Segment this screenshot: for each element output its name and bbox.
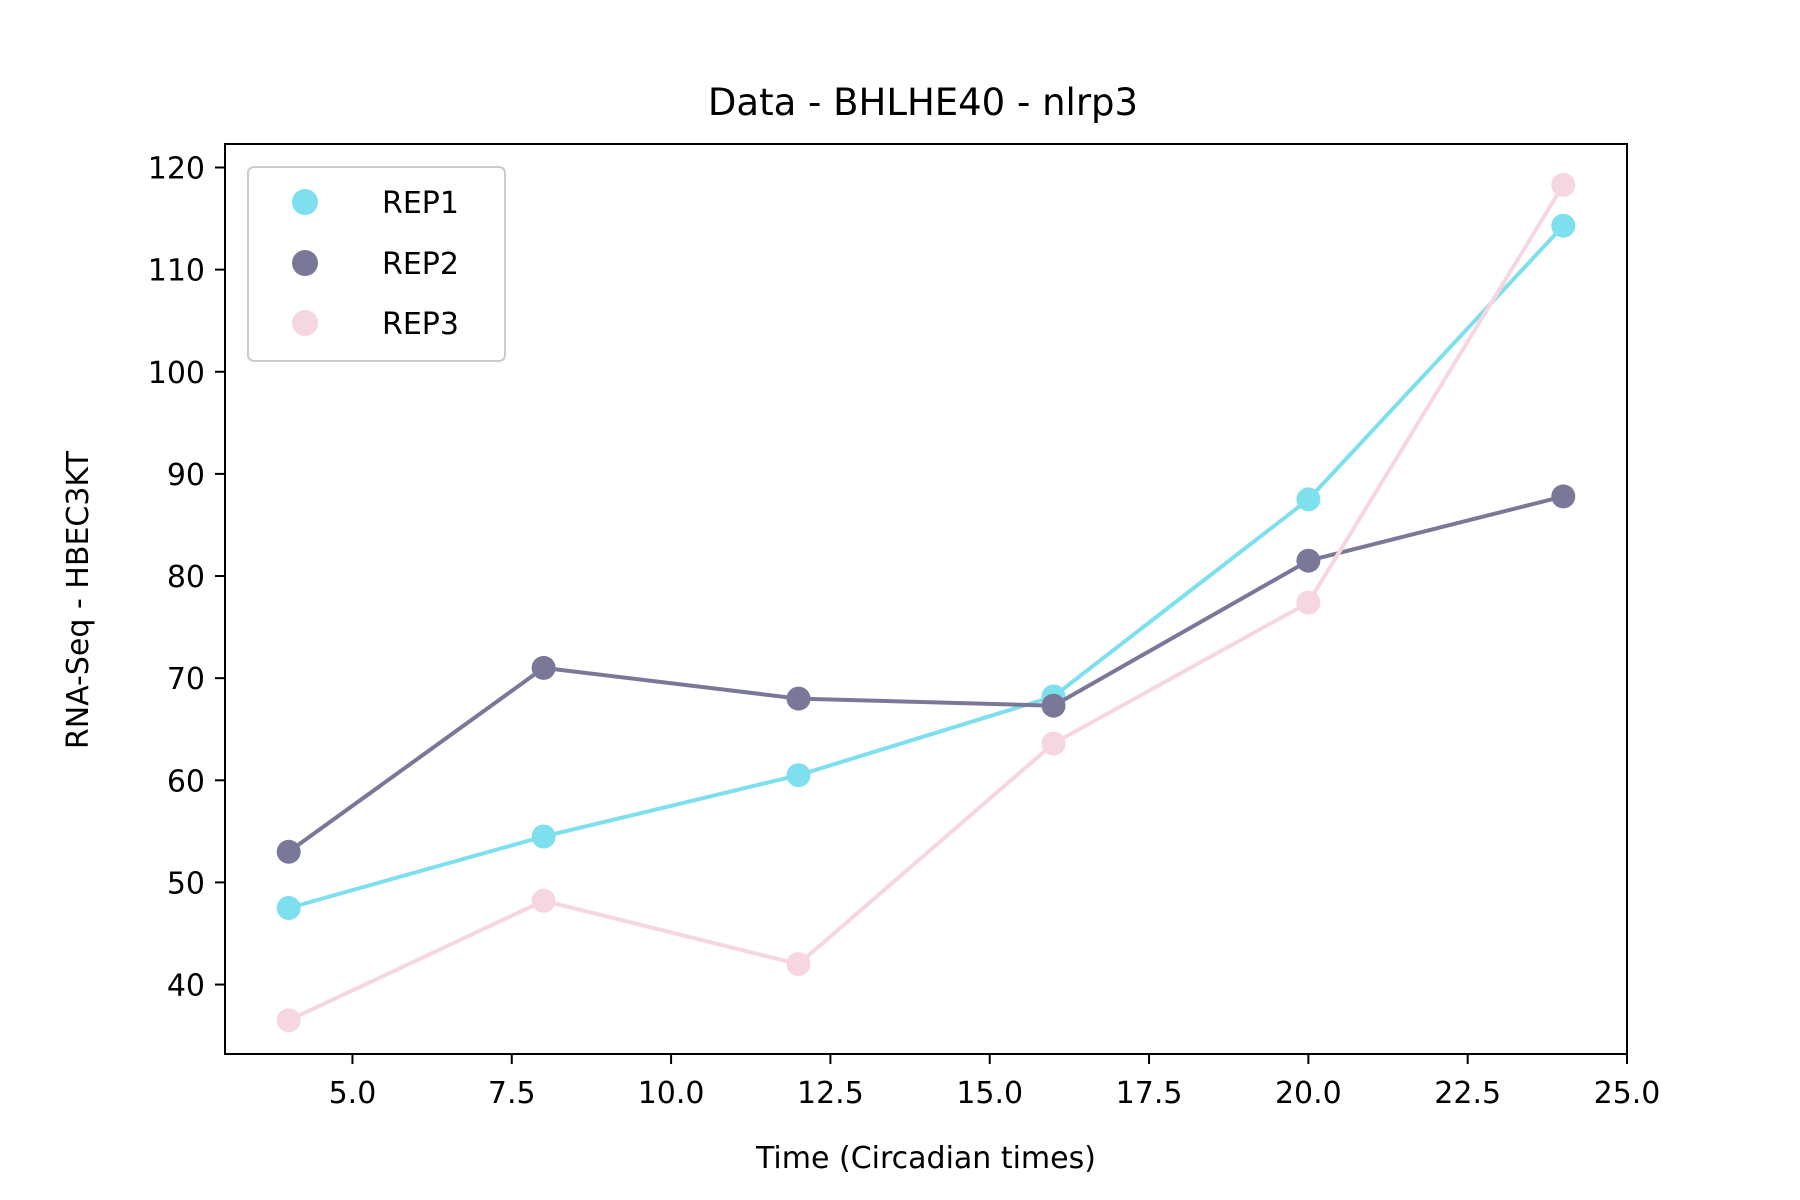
y-axis: 40 50 60 70 80 90 100 110 120	[148, 151, 225, 1004]
x-axis: 5.0 7.5 10.0 12.5 15.0 17.5 20.0 22.5 25.0	[329, 1054, 1661, 1111]
data-point	[1551, 213, 1576, 238]
data-point	[1296, 487, 1321, 512]
y-tick-label: 80	[167, 560, 205, 595]
y-axis-label: RNA-Seq - HBEC3KT	[61, 450, 96, 749]
y-tick-label: 100	[148, 356, 205, 391]
x-tick-label: 15.0	[956, 1076, 1023, 1111]
series-line	[288, 224, 1565, 910]
data-point	[1551, 484, 1576, 509]
data-point	[1041, 731, 1066, 756]
series-line	[287, 494, 1564, 854]
legend-frame	[247, 166, 506, 362]
data-point	[276, 1008, 301, 1033]
y-tick-label: 90	[167, 458, 205, 493]
x-tick-label: 20.0	[1275, 1076, 1342, 1111]
chart-title: Data - BHLHE40 - nlrp3	[708, 81, 1138, 124]
x-tick-label: 5.0	[329, 1076, 377, 1111]
x-tick-label: 7.5	[488, 1076, 536, 1111]
series-rep1	[276, 213, 1576, 920]
data-point	[531, 655, 556, 680]
data-point	[1296, 548, 1321, 573]
series-rep3	[276, 172, 1576, 1033]
legend-label: REP3	[382, 307, 459, 342]
x-tick-label: 17.5	[1116, 1076, 1183, 1111]
x-tick-label: 12.5	[797, 1076, 864, 1111]
series-line	[287, 183, 1566, 1023]
x-tick-label: 10.0	[638, 1076, 705, 1111]
y-tick-label: 60	[167, 764, 205, 799]
data-point	[1296, 590, 1321, 615]
data-point	[276, 896, 301, 920]
data-point	[786, 686, 811, 711]
data-point	[1551, 172, 1576, 197]
legend: REP1 REP2 REP3	[247, 166, 506, 362]
x-tick-label: 25.0	[1594, 1076, 1661, 1111]
series-layer	[276, 172, 1576, 1033]
legend-marker	[292, 310, 318, 336]
x-axis-label: Time (Circadian times)	[755, 1141, 1096, 1176]
legend-label: REP1	[382, 186, 459, 221]
plot-frame	[224, 143, 1628, 1055]
y-tick-label: 70	[167, 662, 205, 697]
data-point	[1041, 693, 1066, 718]
x-tick-label: 22.5	[1434, 1076, 1501, 1111]
y-tick-label: 120	[148, 151, 205, 186]
data-point	[786, 952, 811, 977]
y-tick-label: 50	[167, 866, 205, 901]
y-tick-label: 110	[148, 254, 205, 289]
legend-marker	[292, 189, 318, 215]
legend-label: REP2	[382, 247, 459, 282]
data-point	[786, 763, 811, 788]
data-point	[531, 888, 556, 913]
legend-marker	[292, 250, 318, 276]
series-rep2	[276, 484, 1576, 864]
data-point	[276, 839, 301, 864]
y-tick-label: 40	[167, 969, 205, 1004]
data-point	[531, 824, 556, 849]
